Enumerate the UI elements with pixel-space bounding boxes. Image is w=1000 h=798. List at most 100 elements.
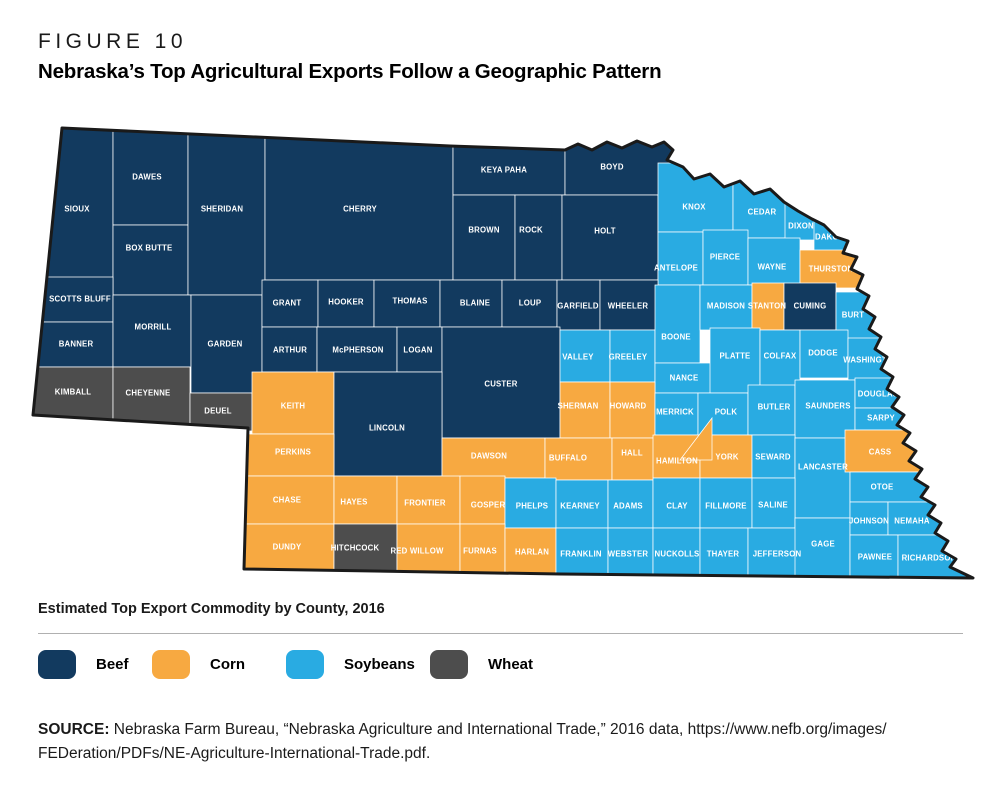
county-label-cass: CASS bbox=[869, 448, 891, 457]
county-label-dawson: DAWSON bbox=[471, 452, 507, 461]
county-colfax bbox=[759, 329, 801, 394]
county-garden bbox=[190, 294, 263, 394]
county-label-garfield: GARFIELD bbox=[557, 302, 599, 311]
county-label-red-willow: RED WILLOW bbox=[390, 547, 444, 556]
county-label-franklin: FRANKLIN bbox=[560, 550, 602, 559]
legend-label-corn: Corn bbox=[210, 655, 245, 673]
county-clay bbox=[652, 477, 701, 529]
county-label-butler: BUTLER bbox=[758, 403, 791, 412]
county-label-hitchcock: HITCHCOCK bbox=[331, 544, 380, 553]
county-label-buffalo: BUFFALO bbox=[549, 454, 587, 463]
county-label-webster: WEBSTER bbox=[608, 550, 649, 559]
county-label-colfax: COLFAX bbox=[764, 352, 797, 361]
county-label-greeley: GREELEY bbox=[609, 353, 648, 362]
county-valley bbox=[559, 329, 611, 383]
legend: Beef Corn Soybeans Wheat bbox=[0, 649, 1000, 681]
county-label-york: YORK bbox=[715, 453, 738, 462]
county-harlan bbox=[504, 527, 557, 578]
source-line1: Nebraska Farm Bureau, “Nebraska Agricult… bbox=[109, 721, 887, 738]
county-nuckolls bbox=[652, 527, 701, 578]
county-pierce bbox=[702, 229, 749, 286]
county-label-banner: BANNER bbox=[59, 340, 94, 349]
county-label-fillmore: FILLMORE bbox=[705, 502, 746, 511]
county-label-hamilton: HAMILTON bbox=[656, 457, 698, 466]
legend-item-wheat: Wheat bbox=[430, 649, 533, 679]
county-jefferson bbox=[747, 527, 801, 578]
county-saunders bbox=[794, 379, 856, 439]
county-dodge bbox=[799, 329, 849, 379]
county-merrick bbox=[654, 392, 699, 436]
legend-swatch-wheat bbox=[430, 649, 468, 679]
county-label-thomas: THOMAS bbox=[393, 297, 428, 306]
county-scotts-bluff bbox=[33, 276, 114, 323]
county-label-custer: CUSTER bbox=[484, 380, 517, 389]
county-pawnee bbox=[849, 534, 899, 578]
county-johnson bbox=[849, 501, 889, 536]
legend-label-beef: Beef bbox=[96, 655, 129, 673]
county-label-gage: GAGE bbox=[811, 540, 835, 549]
county-label-platte: PLATTE bbox=[720, 352, 751, 361]
county-knox bbox=[657, 162, 734, 233]
county-fill-layer bbox=[33, 128, 973, 578]
county-banner bbox=[33, 321, 114, 368]
county-label-arthur: ARTHUR bbox=[273, 346, 307, 355]
county-seward bbox=[751, 434, 796, 479]
county-label-sherman: SHERMAN bbox=[558, 402, 599, 411]
county-dawson bbox=[441, 437, 546, 479]
county-gage bbox=[794, 517, 851, 578]
county-label-sarpy: SARPY bbox=[867, 414, 895, 423]
county-red-willow bbox=[396, 523, 461, 578]
county-chase bbox=[239, 475, 335, 525]
legend-swatch-corn bbox=[152, 649, 190, 679]
county-label-adams: ADAMS bbox=[613, 502, 643, 511]
county-label-antelope: ANTELOPE bbox=[654, 264, 698, 273]
county-label-nemaha: NEMAHA bbox=[894, 517, 930, 526]
county-gosper bbox=[459, 475, 506, 525]
county-saline bbox=[751, 477, 796, 529]
map-subtitle: Estimated Top Export Commodity by County… bbox=[38, 601, 385, 617]
county-label-frontier: FRONTIER bbox=[404, 499, 446, 508]
county-sherman bbox=[559, 381, 611, 439]
county-label-lincoln: LINCOLN bbox=[369, 424, 405, 433]
county-label-rock: ROCK bbox=[519, 226, 543, 235]
county-label-deuel: DEUEL bbox=[204, 407, 231, 416]
county-label-hayes: HAYES bbox=[340, 498, 367, 507]
county-label-dakota: DAKOTA bbox=[815, 233, 849, 242]
county-label-saline: SALINE bbox=[758, 501, 788, 510]
county-lancaster bbox=[794, 437, 851, 519]
county-morrill bbox=[112, 294, 192, 368]
county-label-garden: GARDEN bbox=[208, 340, 243, 349]
county-label-boyd: BOYD bbox=[600, 163, 623, 172]
county-label-kimball: KIMBALL bbox=[55, 388, 92, 397]
county-label-grant: GRANT bbox=[273, 299, 302, 308]
county-sheridan bbox=[187, 128, 266, 296]
county-label-keith: KEITH bbox=[281, 402, 306, 411]
figure-eyebrow: FIGURE 10 bbox=[38, 30, 188, 53]
county-frontier bbox=[396, 475, 461, 525]
county-label-cherry: CHERRY bbox=[343, 205, 377, 214]
county-label-jefferson: JEFFERSON bbox=[753, 550, 802, 559]
county-label-saunders: SAUNDERS bbox=[805, 402, 850, 411]
county-arthur bbox=[261, 326, 318, 373]
page-title: Nebraska’s Top Agricultural Exports Foll… bbox=[38, 60, 662, 83]
source-line2: FEDeration/PDFs/NE-Agriculture-Internati… bbox=[38, 745, 431, 762]
county-label-sioux: SIOUX bbox=[64, 205, 90, 214]
county-label-perkins: PERKINS bbox=[275, 448, 311, 457]
county-custer bbox=[441, 326, 561, 439]
county-label-johnson: JOHNSON bbox=[849, 517, 889, 526]
county-label-keya-paha: KEYA PAHA bbox=[481, 166, 527, 175]
county-label-hall: HALL bbox=[621, 449, 643, 458]
legend-item-soybeans: Soybeans bbox=[286, 649, 415, 679]
county-antelope bbox=[657, 231, 704, 286]
county-butler bbox=[747, 384, 796, 436]
legend-swatch-beef bbox=[38, 649, 76, 679]
county-grant bbox=[261, 279, 319, 328]
county-boone bbox=[654, 284, 701, 364]
county-label-loup: LOUP bbox=[519, 299, 541, 308]
county-label-lancaster: LANCASTER bbox=[798, 463, 848, 472]
county-label-knox: KNOX bbox=[682, 203, 706, 212]
county-label-box-butte: BOX BUTTE bbox=[126, 244, 173, 253]
county-label-dawes: DAWES bbox=[132, 173, 162, 182]
county-label-phelps: PHELPS bbox=[516, 502, 548, 511]
legend-label-wheat: Wheat bbox=[488, 655, 533, 673]
